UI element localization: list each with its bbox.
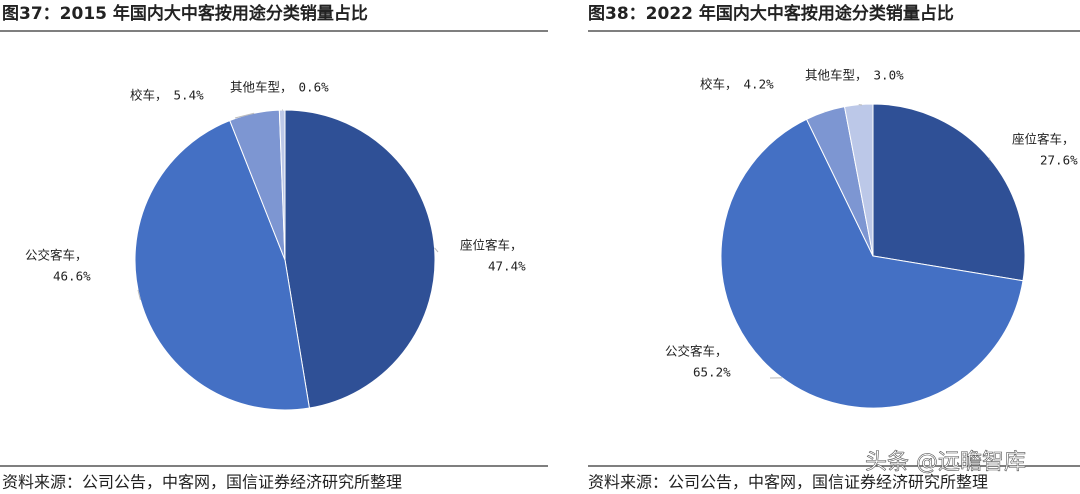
value-label: 27.6% <box>1040 153 1078 168</box>
pie-slice <box>134 119 310 411</box>
leader-line <box>988 157 991 161</box>
source: 资料来源：公司公告，中客网，国信证券经济研究所整理 <box>588 473 988 492</box>
leader-line <box>434 247 439 253</box>
chart-title: 图37：2015 年国内大中客按用途分类销量占比 <box>2 3 368 24</box>
leader-line <box>234 112 255 119</box>
slice-label: 座位客车， <box>1012 132 1075 147</box>
pie-slice <box>872 103 1026 282</box>
value-label: 0.6% <box>299 80 330 95</box>
source: 资料来源：公司公告，中客网，国信证券经济研究所整理 <box>2 473 402 492</box>
pie-slice <box>720 118 1024 409</box>
slice-label: 公交客车， <box>25 248 88 263</box>
value-label: 5.4% <box>174 88 205 103</box>
value-label: 4.2% <box>744 77 775 92</box>
value-label: 46.6% <box>53 269 91 284</box>
value-label: 65.2% <box>693 365 731 380</box>
slice-label: 其他车型， <box>230 80 293 95</box>
value-label: 3.0% <box>874 68 905 83</box>
pie-slice <box>843 103 874 257</box>
pie-slice <box>284 109 436 409</box>
slice-label: 校车， <box>700 77 738 92</box>
watermark: 头条 @远瞻智库 <box>865 450 1026 475</box>
chart-title: 图38：2022 年国内大中客按用途分类销量占比 <box>588 3 954 24</box>
slice-label: 公交客车， <box>665 344 728 359</box>
slice-label: 座位客车， <box>460 238 523 253</box>
slice-label: 校车， <box>130 88 168 103</box>
slice-label: 其他车型， <box>805 68 868 83</box>
pie-slice <box>278 109 286 261</box>
value-label: 47.4% <box>488 259 526 274</box>
leader-line <box>137 289 141 301</box>
